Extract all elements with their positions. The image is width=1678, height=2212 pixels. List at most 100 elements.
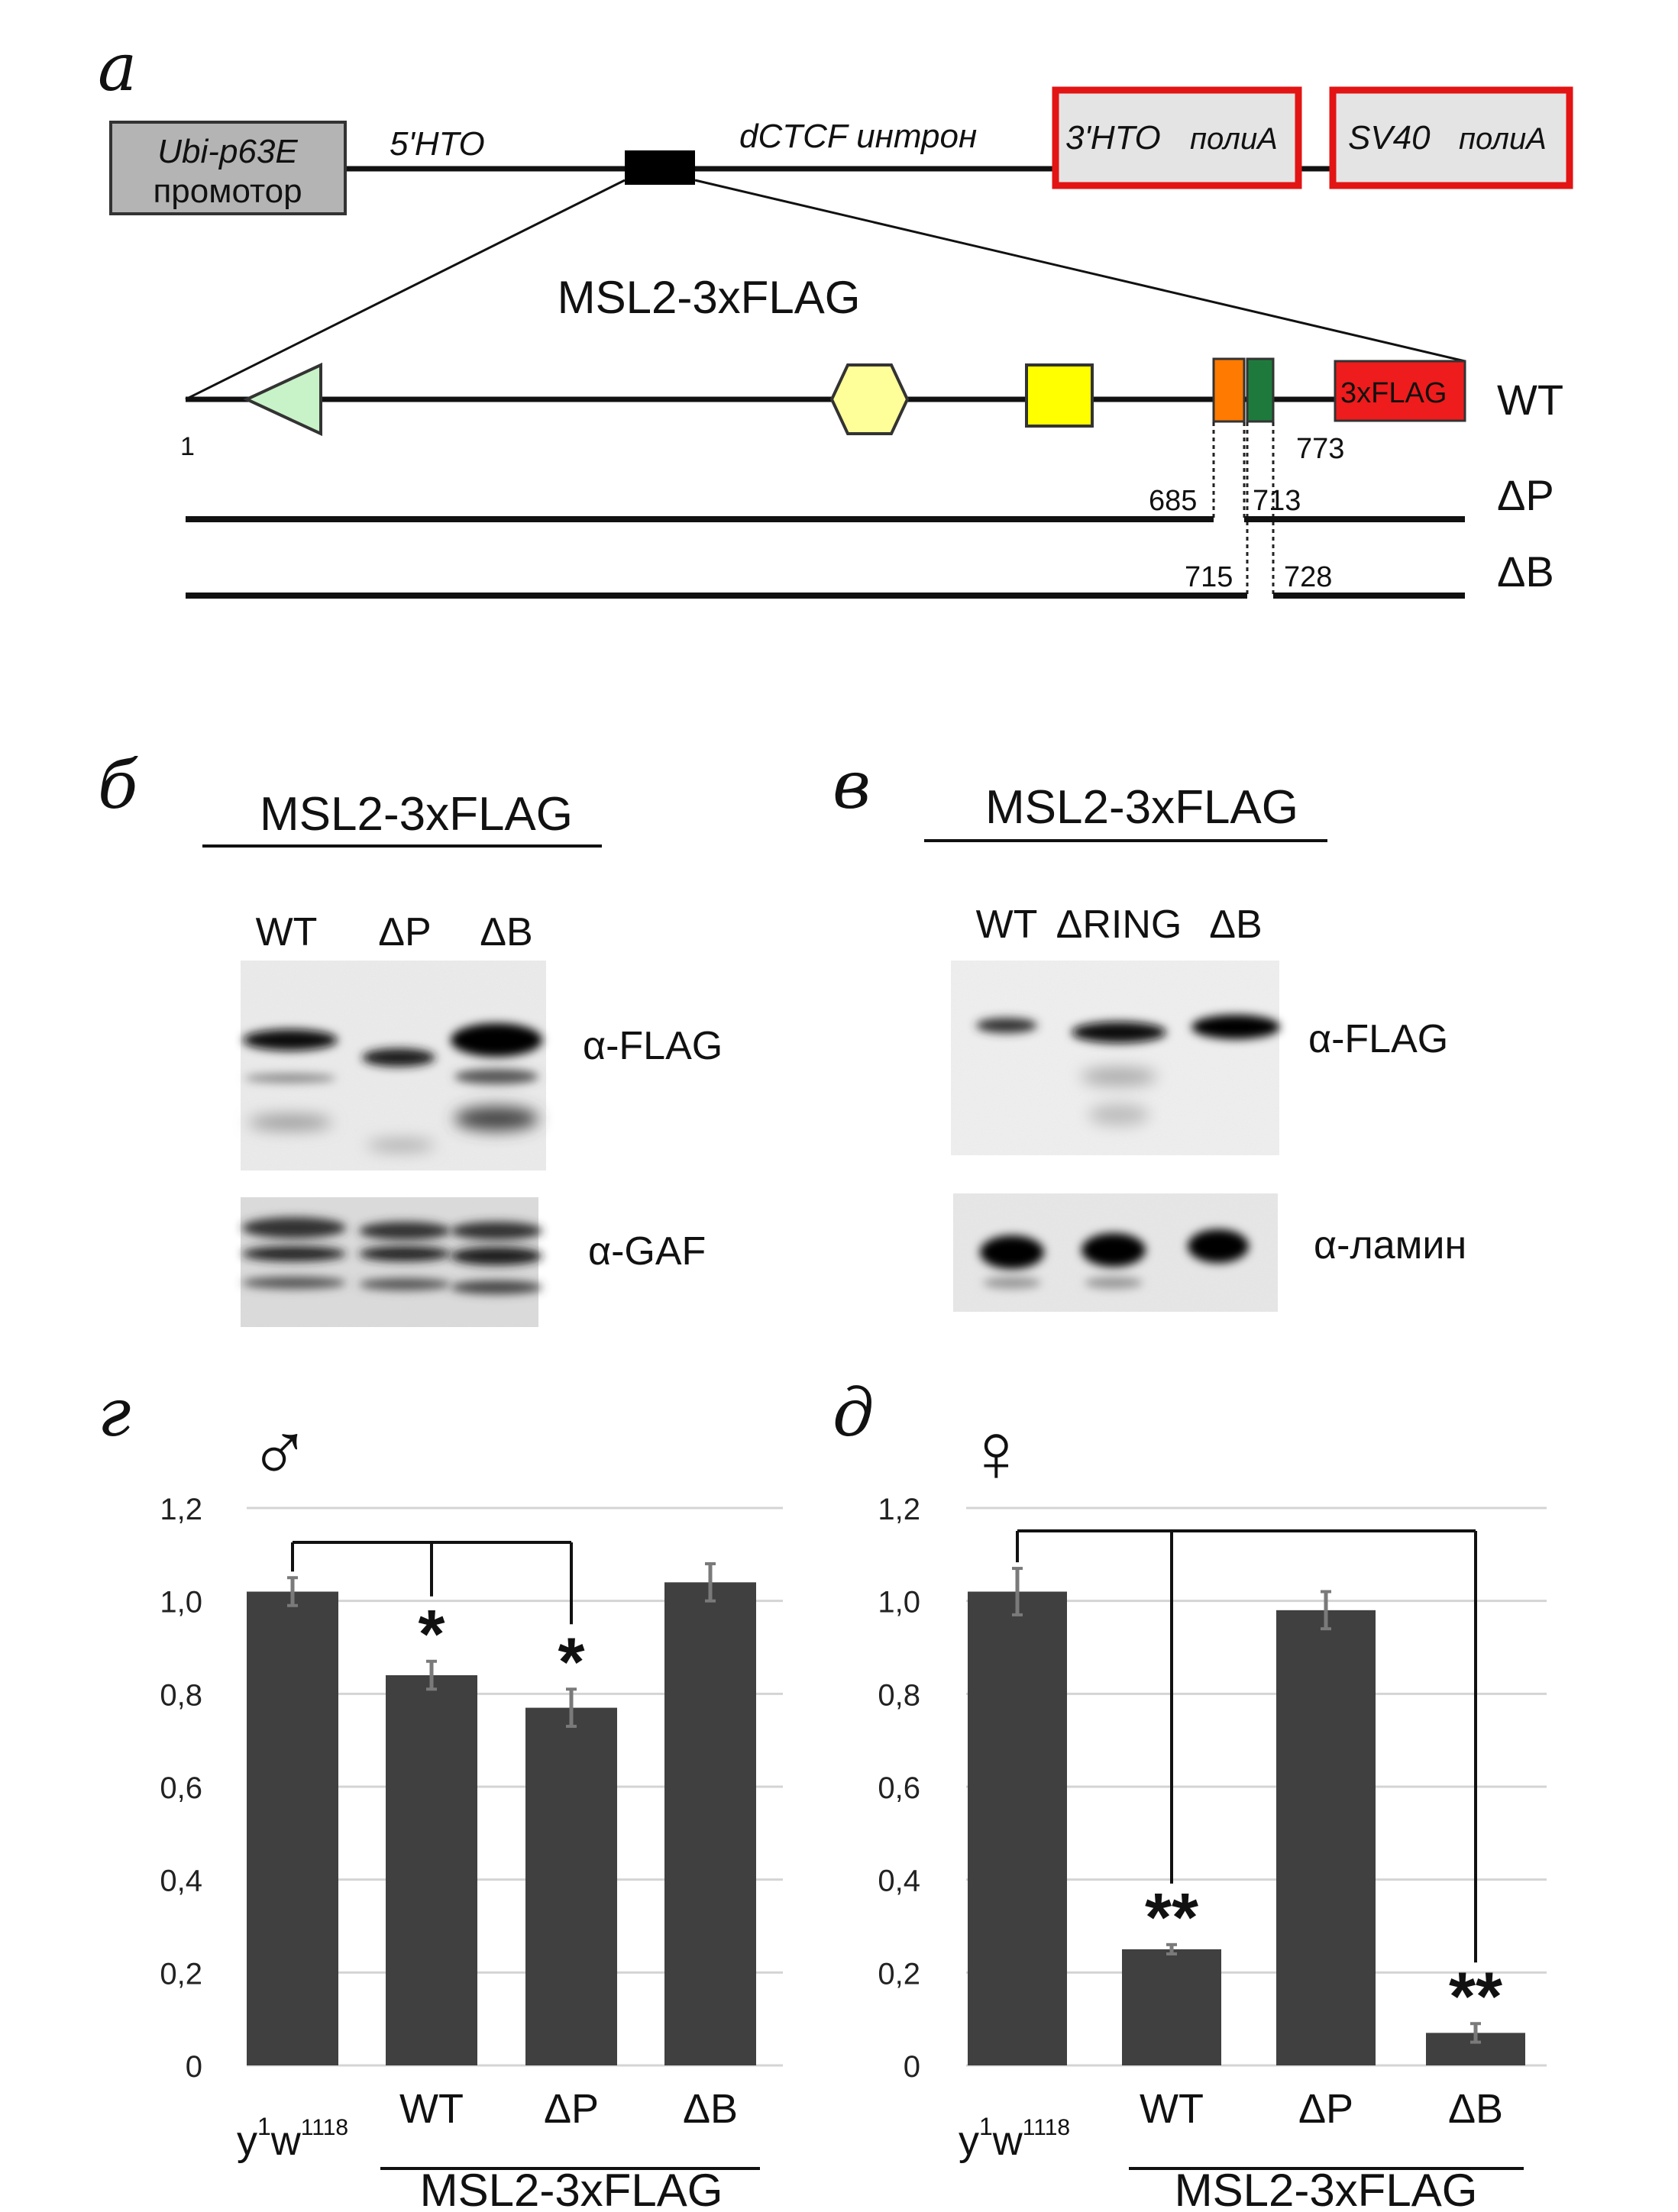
sv40-polya-box <box>1329 86 1573 189</box>
blot-b-flag-image <box>241 961 546 1171</box>
utr3-polya-label: полиА <box>1190 122 1278 156</box>
y-tick-label: 0,8 <box>160 1678 202 1712</box>
blot-c-lamin-image <box>953 1193 1278 1312</box>
triangle-icon <box>243 362 322 437</box>
panel-letter-a: а <box>98 30 137 106</box>
panel-letter-e: д <box>833 1375 875 1452</box>
y-tick-label: 0 <box>186 2050 202 2084</box>
blot-c-label-1: α-FLAG <box>1308 1017 1448 1061</box>
blot-c-title: MSL2-3xFLAG <box>985 781 1298 834</box>
blot-c-lane-1: WT <box>976 903 1038 947</box>
flag-label: 3xFLAG <box>1340 377 1447 409</box>
panel-letter-d: г <box>98 1375 131 1452</box>
chart-d-group-label: MSL2-3xFLAG <box>420 2165 723 2212</box>
chart-d: 0 0,2 0,4 0,6 0,8 1,0 1,2 * WT * ΔP ΔB <box>160 1493 783 2132</box>
protein-title: MSL2-3xFLAG <box>558 272 861 323</box>
blot-b-lane-1: WT <box>256 910 318 954</box>
panel-c: в MSL2-3xFLAG WT ΔRING ΔB α-FLAG α-ламин <box>833 748 1466 1312</box>
significance-marker: * <box>558 1624 584 1700</box>
x-tick-label: ΔP <box>1298 2086 1353 2132</box>
y-tick-label: 0,6 <box>160 1771 202 1805</box>
bar <box>525 1707 617 2065</box>
hexagon-icon <box>829 363 910 435</box>
y-tick-label: 1,0 <box>878 1586 920 1619</box>
chart-d-control-label: y1w1118 <box>237 2113 348 2164</box>
bar <box>247 1591 338 2065</box>
y-tick-label: 0,2 <box>878 1957 920 1991</box>
flag-box-icon <box>1334 360 1466 422</box>
blot-b-label-1: α-FLAG <box>583 1024 723 1068</box>
male-symbol-icon: ♂ <box>248 1406 312 1500</box>
bar <box>968 1591 1067 2065</box>
orange-box-icon <box>1212 357 1246 423</box>
pos-p-end: 713 <box>1253 485 1301 517</box>
blot-b-label-2: α-GAF <box>588 1229 706 1274</box>
deletion-guides <box>1212 422 1275 596</box>
intron-label: dCTCF интрон <box>739 118 977 155</box>
blot-c-lane-2: ΔRING <box>1056 903 1182 947</box>
y-tick-label: 0,4 <box>878 1865 920 1898</box>
chart-e: 0 0,2 0,4 0,6 0,8 1,0 1,2 ** WT ΔP ** ΔB <box>878 1493 1547 2132</box>
label-wt: WT <box>1497 376 1563 424</box>
blot-b-gaf-image <box>241 1197 542 1327</box>
panel-a: а Ubi-p63E промотор 5'НТО dCTCF интрон 3… <box>98 30 1573 599</box>
insert-box <box>625 150 695 185</box>
y-tick-label: 0,8 <box>878 1678 920 1712</box>
pos-p-start: 685 <box>1149 485 1197 517</box>
y-tick-label: 1,2 <box>878 1493 920 1526</box>
blot-c-lane-3: ΔB <box>1209 903 1262 947</box>
pos-start: 1 <box>180 432 195 461</box>
significance-marker: * <box>418 1597 445 1673</box>
y-tick-label: 0,4 <box>160 1865 202 1898</box>
bar <box>664 1582 756 2065</box>
blot-b-lane-3: ΔB <box>480 910 532 954</box>
zoom-line-right <box>694 179 1466 363</box>
y-tick-label: 0,6 <box>878 1771 920 1805</box>
y-tick-label: 0 <box>904 2050 920 2084</box>
blot-c-flag-image <box>951 961 1280 1155</box>
x-tick-label: ΔP <box>544 2086 599 2132</box>
utr3-label: 3'НТО <box>1065 119 1161 157</box>
zoom-line-left <box>185 179 626 401</box>
pos-b-start: 715 <box>1185 561 1233 593</box>
sv40-label: SV40 <box>1348 119 1431 157</box>
promoter-name: Ubi-p63E <box>157 133 298 170</box>
panel-letter-b: б <box>98 748 138 824</box>
sv40-polya-label: полиА <box>1459 122 1547 156</box>
y-tick-label: 0,2 <box>160 1957 202 1991</box>
blot-b-lane-2: ΔP <box>378 910 431 954</box>
x-tick-label: WT <box>399 2086 464 2132</box>
chart-e-control-label: y1w1118 <box>959 2113 1070 2164</box>
panel-b: б MSL2-3xFLAG WT ΔP ΔB α-FLAG <box>98 748 723 1327</box>
utr3-polya-box <box>1052 86 1302 189</box>
chart-d-xlabels: y1w1118 MSL2-3xFLAG <box>237 2113 760 2212</box>
panel-e: д ♀ <box>833 1375 1028 1500</box>
blot-b-title: MSL2-3xFLAG <box>260 788 573 841</box>
promoter-box <box>109 121 347 215</box>
blot-c-label-2: α-ламин <box>1314 1223 1466 1267</box>
female-symbol-icon: ♀ <box>965 1406 1028 1500</box>
pos-b-end: 728 <box>1284 561 1332 593</box>
label-dp: ΔP <box>1497 471 1554 519</box>
label-db: ΔB <box>1497 547 1554 596</box>
significance-marker: ** <box>1145 1880 1198 1956</box>
y-tick-label: 1,0 <box>160 1586 202 1619</box>
panel-letter-c: в <box>833 748 871 824</box>
utr5-label: 5'НТО <box>390 125 485 163</box>
square-icon <box>1025 363 1094 428</box>
panel-d: г ♂ <box>98 1375 312 1500</box>
chart-e-group-label: MSL2-3xFLAG <box>1175 2165 1478 2212</box>
bar <box>1122 1949 1221 2065</box>
bar <box>386 1675 477 2065</box>
pos-end: 773 <box>1296 433 1344 465</box>
x-tick-label: ΔB <box>1448 2086 1503 2132</box>
y-tick-label: 1,2 <box>160 1493 202 1526</box>
significance-marker: ** <box>1449 1959 1502 2035</box>
green-box-icon <box>1246 357 1275 423</box>
chart-e-xlabels: y1w1118 MSL2-3xFLAG <box>959 2113 1524 2212</box>
promoter-label: промотор <box>153 173 302 210</box>
x-tick-label: ΔB <box>683 2086 738 2132</box>
x-tick-label: WT <box>1140 2086 1204 2132</box>
bar <box>1276 1610 1376 2065</box>
